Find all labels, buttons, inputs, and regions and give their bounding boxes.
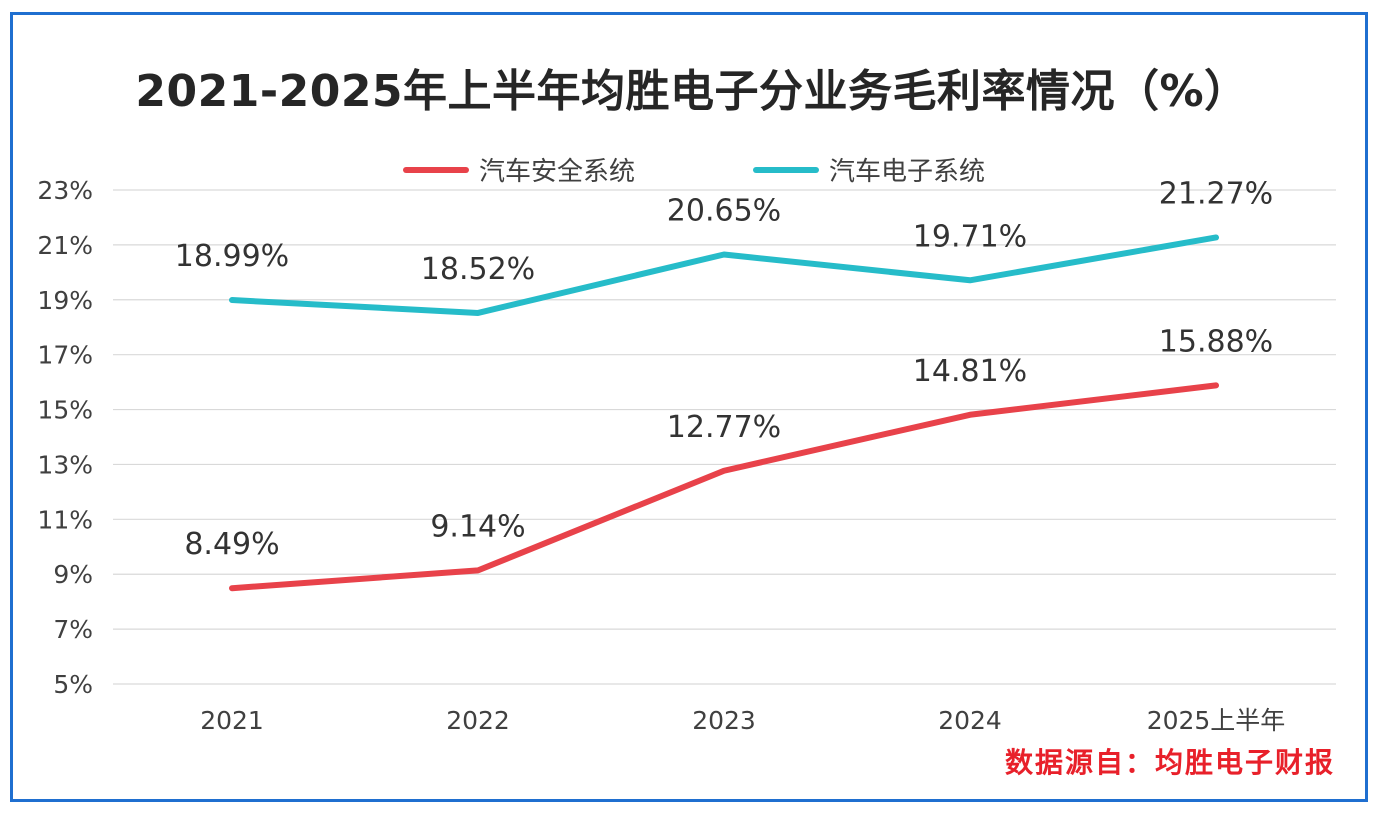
- y-tick-label: 17%: [37, 341, 93, 370]
- y-tick-label: 21%: [37, 231, 93, 260]
- data-point-safety: [1213, 382, 1219, 388]
- x-tick-label: 2023: [692, 706, 756, 735]
- data-point-safety: [967, 412, 973, 418]
- x-tick-label: 2021: [200, 706, 264, 735]
- data-source-note: 数据源自：均胜电子财报: [1004, 746, 1335, 779]
- data-point-electronics: [229, 297, 235, 303]
- data-label-safety: 12.77%: [667, 410, 781, 445]
- data-label-electronics: 19.71%: [913, 219, 1027, 254]
- data-label-safety: 8.49%: [184, 527, 279, 562]
- x-tick-label: 2024: [938, 706, 1002, 735]
- series-line-electronics: [229, 234, 1219, 316]
- legend-swatch-electronics: [753, 166, 819, 173]
- legend-item-electronics: 汽车电子系统: [753, 151, 985, 188]
- y-tick-label: 19%: [37, 286, 93, 315]
- y-tick-label: 5%: [53, 670, 93, 699]
- x-tick-label: 2025上半年: [1147, 706, 1286, 735]
- data-point-safety: [475, 567, 481, 573]
- legend-item-safety: 汽车安全系统: [403, 151, 635, 188]
- data-point-electronics: [475, 310, 481, 316]
- data-label-electronics: 18.52%: [421, 252, 535, 287]
- data-label-safety: 15.88%: [1159, 324, 1273, 359]
- chart-title: 2021-2025年上半年均胜电子分业务毛利率情况（%）: [135, 66, 1249, 117]
- legend-label-electronics: 汽车电子系统: [829, 157, 986, 187]
- legend-swatch-safety: [403, 166, 469, 173]
- legend: 汽车安全系统 汽车电子系统: [13, 151, 1371, 187]
- x-tick-label: 2022: [446, 706, 510, 735]
- data-label-safety: 14.81%: [913, 354, 1027, 389]
- data-point-safety: [229, 585, 235, 591]
- data-label-electronics: 18.99%: [175, 239, 289, 274]
- data-point-electronics: [1213, 234, 1219, 240]
- y-tick-label: 11%: [37, 505, 93, 534]
- data-label-electronics: 21.27%: [1159, 176, 1273, 211]
- y-tick-label: 13%: [37, 450, 93, 479]
- y-tick-label: 7%: [53, 615, 93, 644]
- data-label-safety: 9.14%: [430, 509, 525, 544]
- y-tick-label: 23%: [37, 176, 93, 205]
- data-label-electronics: 20.65%: [667, 193, 781, 228]
- chart-frame: 2021-2025年上半年均胜电子分业务毛利率情况（%） 汽车安全系统 汽车电子…: [10, 12, 1368, 802]
- legend-label-safety: 汽车安全系统: [479, 157, 636, 187]
- data-point-electronics: [967, 277, 973, 283]
- data-point-safety: [721, 468, 727, 474]
- y-tick-label: 9%: [53, 560, 93, 589]
- data-point-electronics: [721, 251, 727, 257]
- y-tick-label: 15%: [37, 396, 93, 425]
